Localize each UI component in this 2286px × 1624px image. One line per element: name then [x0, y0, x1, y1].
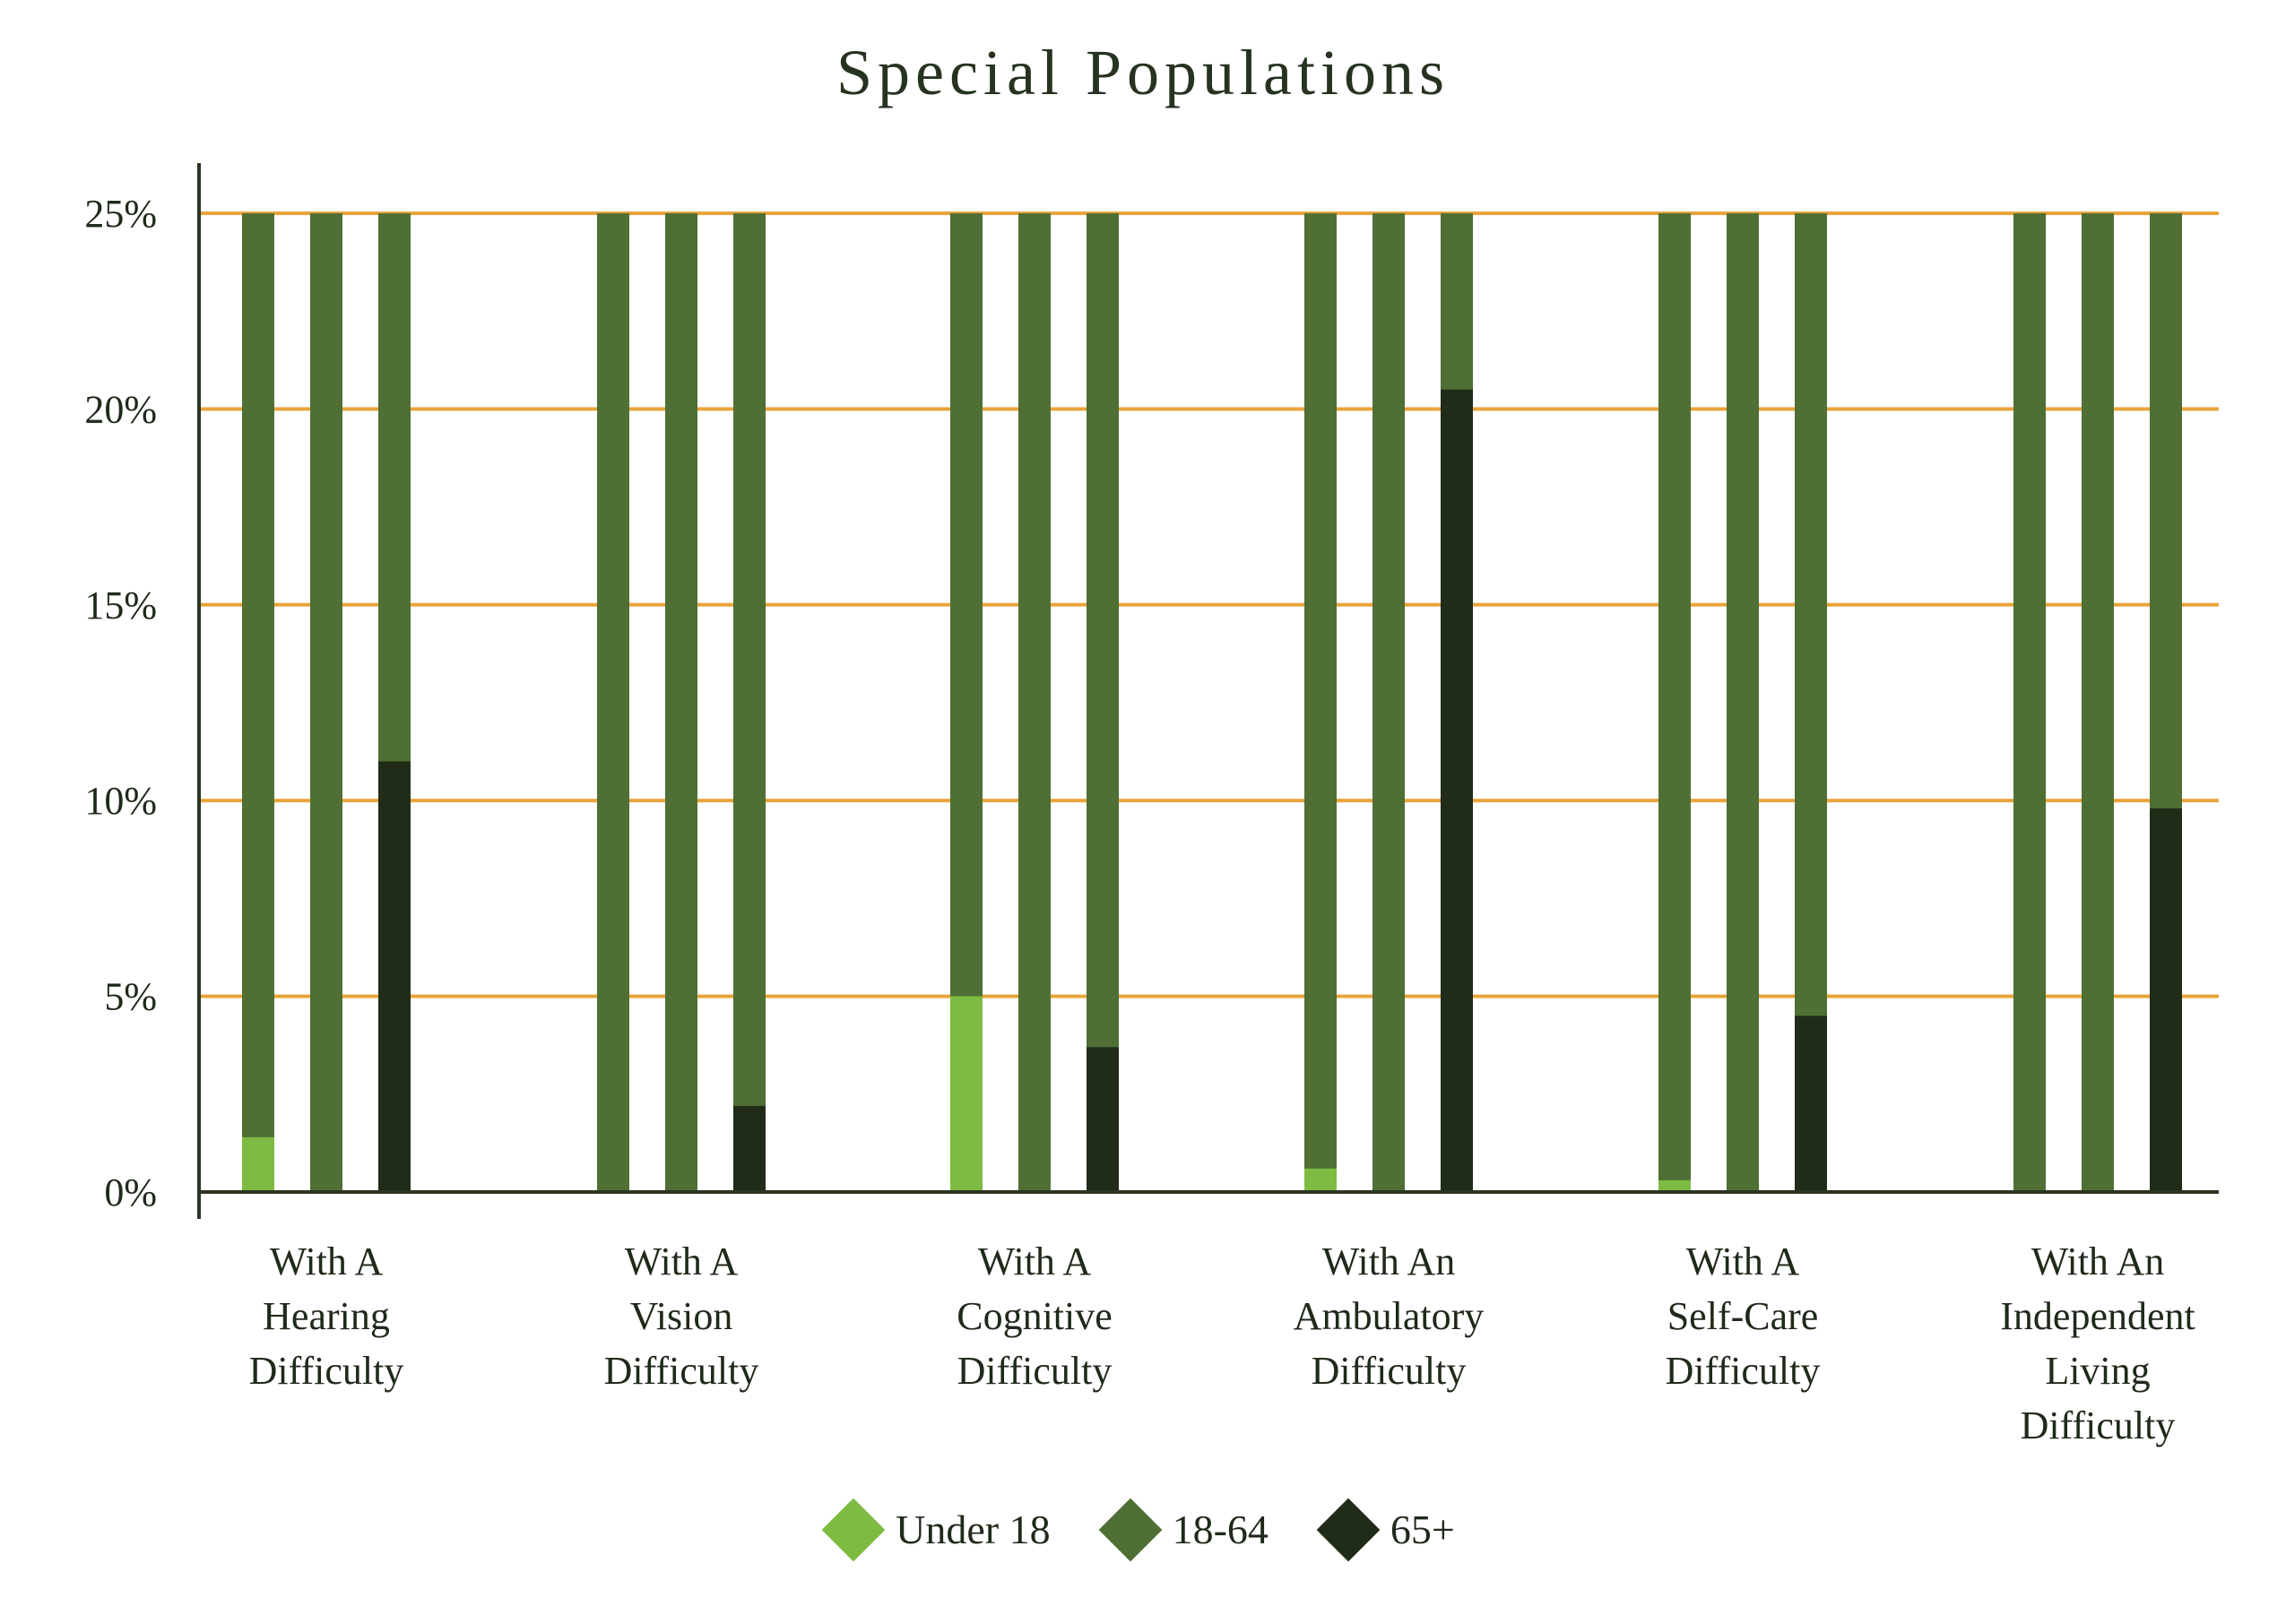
- bar-background: [1018, 213, 1051, 1192]
- bar-under-18: [950, 996, 983, 1192]
- y-tick-label: 25%: [84, 192, 157, 236]
- bar-65-: [378, 761, 411, 1192]
- category-label: With A: [978, 1240, 1092, 1283]
- bar-under-18: [242, 1136, 274, 1192]
- category-label: Difficulty: [1666, 1349, 1821, 1393]
- category-label: Difficulty: [957, 1349, 1113, 1393]
- category-label: Difficulty: [249, 1349, 404, 1393]
- legend: Under 18 18-64 65+: [0, 1498, 2286, 1561]
- bar-background: [597, 213, 629, 1192]
- bar-background: [1727, 213, 1759, 1192]
- category-label: Difficulty: [604, 1349, 759, 1393]
- y-tick-labels: 0% 5% 10% 15% 20% 25%: [84, 192, 157, 1214]
- bar-under-18: [1304, 1168, 1337, 1192]
- bar-background: [665, 213, 697, 1192]
- bar-background: [1304, 213, 1337, 1192]
- category-label: Cognitive: [957, 1294, 1113, 1338]
- bar-background: [2082, 213, 2114, 1192]
- y-tick-label: 15%: [84, 583, 157, 627]
- category-label: Ambulatory: [1294, 1294, 1485, 1338]
- category-label: Self-Care: [1667, 1294, 1819, 1338]
- legend-label: 65+: [1390, 1507, 1455, 1552]
- bar-under-18: [1658, 1179, 1691, 1192]
- bar-65-: [2150, 808, 2182, 1192]
- legend-label: Under 18: [896, 1507, 1051, 1552]
- category-label: With An: [1322, 1240, 1456, 1283]
- bars: [242, 213, 2182, 1192]
- bar-background: [1372, 213, 1405, 1192]
- bar-65-: [1087, 1047, 1119, 1192]
- legend-swatch: [1098, 1498, 1162, 1561]
- legend-label: 18-64: [1172, 1507, 1269, 1552]
- category-label: Living: [2045, 1349, 2150, 1393]
- gridlines: [199, 212, 2219, 998]
- legend-item: Under 18: [821, 1498, 1051, 1561]
- y-tick-label: 10%: [84, 779, 157, 823]
- category-label: With A: [1686, 1240, 1800, 1283]
- bar-65-: [1441, 389, 1473, 1192]
- legend-item: 18-64: [1098, 1498, 1269, 1561]
- legend-swatch: [1316, 1498, 1381, 1561]
- chart-title: Special Populations: [836, 37, 1450, 108]
- legend-item: 65+: [1316, 1498, 1455, 1561]
- category-label: Vision: [630, 1294, 733, 1338]
- category-label: Difficulty: [2021, 1404, 2176, 1447]
- legend-swatch: [821, 1498, 886, 1561]
- category-label: With A: [625, 1240, 739, 1283]
- bar-background: [242, 213, 274, 1192]
- category-labels: With A Hearing Difficulty With A Vision Diffi…: [249, 1240, 2195, 1447]
- bar-background: [1658, 213, 1691, 1192]
- category-label: With A: [270, 1240, 384, 1283]
- y-tick-label: 0%: [104, 1170, 157, 1214]
- bar-65-: [1795, 1015, 1827, 1192]
- bar-background: [310, 213, 342, 1192]
- category-label: With An: [2031, 1240, 2165, 1283]
- bar-background: [733, 213, 766, 1192]
- bar-65-: [733, 1105, 766, 1192]
- axes: [197, 163, 2219, 1219]
- category-label: Independent: [2000, 1294, 2195, 1338]
- bar-background: [1087, 213, 1119, 1192]
- y-tick-label: 20%: [84, 387, 157, 431]
- category-label: Hearing: [263, 1294, 390, 1338]
- y-tick-label: 5%: [104, 975, 157, 1019]
- category-label: Difficulty: [1312, 1349, 1467, 1393]
- bar-background: [2013, 213, 2046, 1192]
